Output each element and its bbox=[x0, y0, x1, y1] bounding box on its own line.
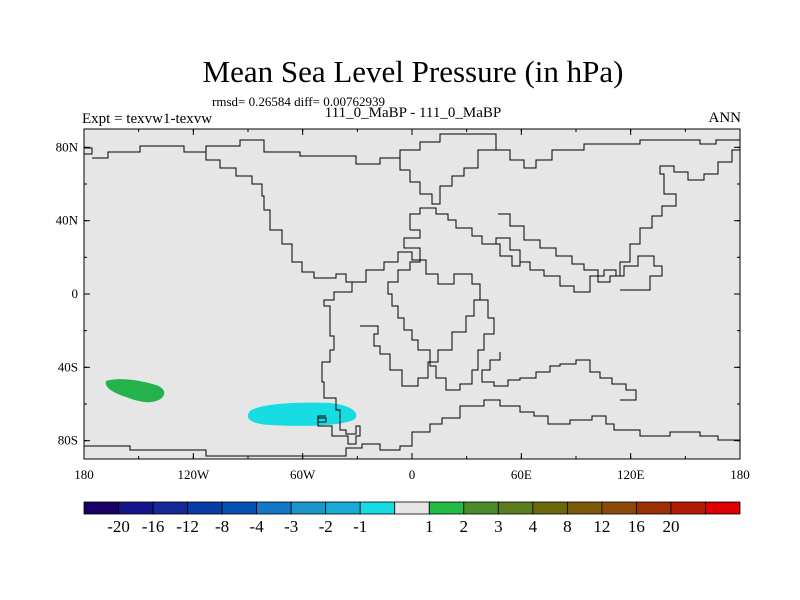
rmsd-stats: rmsd= 0.26584 diff= 0.00762939 bbox=[212, 94, 385, 109]
green-anomaly bbox=[105, 379, 165, 403]
colorbar-swatch bbox=[325, 501, 361, 515]
colorbar-label: 3 bbox=[494, 517, 503, 536]
coastline-antarctic-island bbox=[317, 417, 327, 423]
lat-tick-label: 40S bbox=[58, 359, 78, 374]
colorbar-label: -1 bbox=[353, 517, 367, 536]
colorbar-label: -4 bbox=[250, 517, 265, 536]
coastline-africa bbox=[409, 207, 663, 293]
colorbar-swatch bbox=[359, 501, 396, 515]
colorbar-label: 4 bbox=[529, 517, 538, 536]
lon-tick-label: 180 bbox=[730, 467, 750, 482]
lon-tick-label: 60W bbox=[290, 467, 316, 482]
colorbar-swatch bbox=[601, 501, 637, 515]
colorbar-label: 1 bbox=[425, 517, 434, 536]
colorbar-label: -20 bbox=[107, 517, 130, 536]
colorbar-swatch bbox=[256, 501, 292, 515]
colorbar-swatch bbox=[566, 501, 603, 515]
longitude-axis: 180 120W 60W 0 60E 120E 180 bbox=[74, 129, 750, 482]
colorbar-swatch bbox=[532, 501, 568, 515]
plot-title: Mean Sea Level Pressure (in hPa) bbox=[202, 54, 624, 89]
colorbar-swatch bbox=[118, 501, 154, 515]
coastline-arabia bbox=[496, 243, 521, 267]
lat-tick-label: 40N bbox=[56, 213, 79, 228]
colorbar-label: -3 bbox=[284, 517, 298, 536]
colorbar-label: 8 bbox=[563, 517, 572, 536]
coastline-africa-south bbox=[387, 229, 495, 391]
coastline-asia bbox=[496, 139, 741, 283]
colorbar-label: 20 bbox=[662, 517, 679, 536]
colorbar-label: 16 bbox=[628, 517, 645, 536]
lon-tick-label: 180 bbox=[74, 467, 94, 482]
colorbar-swatch bbox=[221, 501, 258, 515]
coastline-australia bbox=[481, 352, 637, 401]
lon-tick-label: 120E bbox=[617, 467, 645, 482]
colorbar-swatch bbox=[705, 501, 741, 515]
colorbar-label: -2 bbox=[319, 517, 333, 536]
lat-tick-label: 80S bbox=[58, 433, 78, 448]
colorbar-swatch bbox=[636, 501, 672, 515]
coastline-north-america-arctic bbox=[205, 139, 410, 171]
colorbar-swatch bbox=[428, 501, 465, 515]
coastlines bbox=[84, 133, 741, 457]
colorbar-swatch bbox=[152, 501, 188, 515]
colorbar: -20 -16 -12 -8 -4 -3 -2 -1 1 2 3 4 8 12 16 20 bbox=[83, 501, 741, 536]
coastline-south-america bbox=[346, 251, 481, 387]
colorbar-label: 2 bbox=[460, 517, 469, 536]
colorbar-swatch bbox=[670, 501, 706, 515]
colorbar-label: -8 bbox=[215, 517, 229, 536]
colorbar-swatch bbox=[394, 501, 430, 515]
lon-tick-label: 0 bbox=[409, 467, 416, 482]
colorbar-swatch bbox=[290, 501, 327, 515]
season-label: ANN bbox=[708, 110, 742, 126]
lat-tick-label: 80N bbox=[56, 139, 79, 154]
colorbar-swatch bbox=[497, 501, 534, 515]
lon-tick-label: 60E bbox=[511, 467, 532, 482]
colorbar-label: 12 bbox=[593, 517, 610, 536]
plot-subtitle: 111_0_MaBP - 111_0_MaBP bbox=[324, 105, 502, 121]
colorbar-swatch bbox=[83, 501, 119, 515]
lat-tick-label: 0 bbox=[72, 286, 79, 301]
coastline-greenland bbox=[399, 133, 497, 205]
map-background bbox=[84, 129, 740, 459]
cyan-anomaly bbox=[247, 402, 357, 426]
colorbar-label: -12 bbox=[176, 517, 199, 536]
latitude-axis: 80N 40N 0 40S 80S bbox=[56, 139, 740, 448]
colorbar-swatch bbox=[187, 501, 223, 515]
colorbar-label: -16 bbox=[142, 517, 165, 536]
coastline-antarctica bbox=[84, 399, 740, 457]
experiment-label: Expt = texvw1-texvw bbox=[82, 111, 213, 127]
lon-tick-label: 120W bbox=[177, 467, 210, 482]
coastline-americas bbox=[84, 145, 361, 445]
colorbar-swatch bbox=[463, 501, 499, 515]
